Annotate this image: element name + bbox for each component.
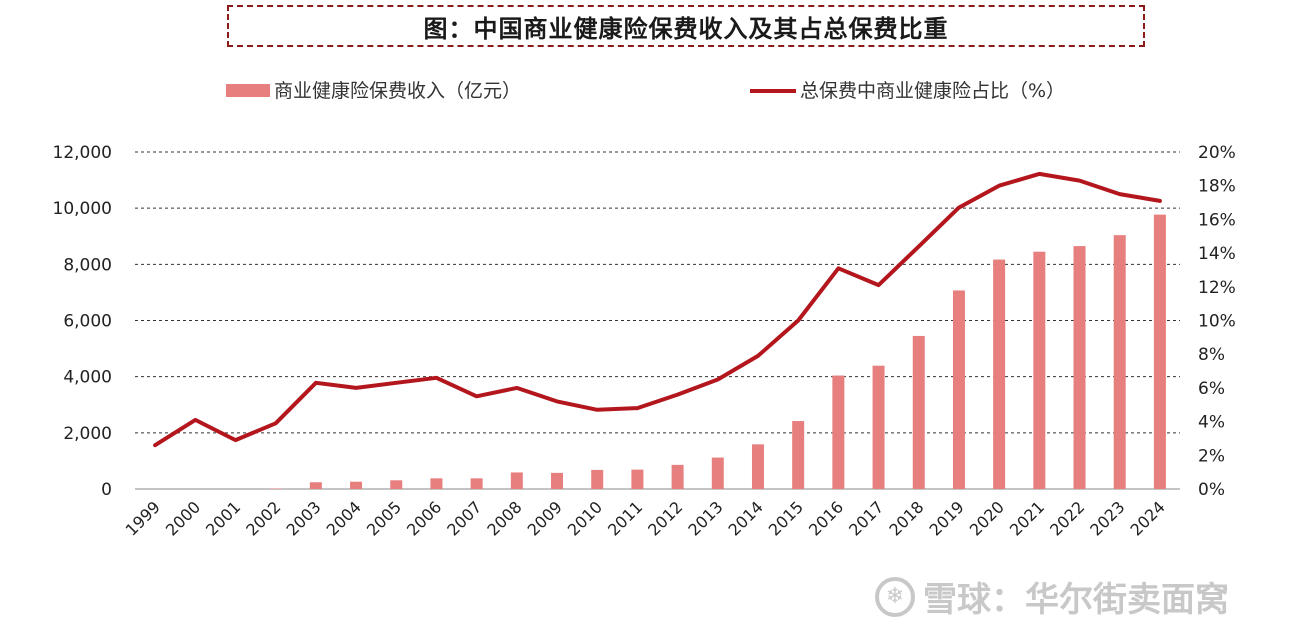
x-tick-label: 2020: [966, 497, 1008, 539]
bar-2017: [872, 365, 885, 489]
bar-2003: [309, 482, 322, 489]
x-tick-label: 2001: [202, 497, 244, 539]
x-tick-label: 2022: [1046, 497, 1088, 539]
y-right-tick-label: 16%: [1198, 210, 1236, 230]
y-right-tick-label: 10%: [1198, 312, 1236, 332]
bar-series: [269, 214, 1166, 489]
y-right-tick-label: 8%: [1198, 345, 1225, 365]
y-right-tick-label: 12%: [1198, 278, 1236, 298]
x-tick-label: 2008: [483, 497, 525, 539]
bar-2024: [1153, 214, 1166, 489]
x-axis: 1999200020012002200320042005200620072008…: [122, 497, 1169, 539]
y-left-tick-label: 4,000: [63, 368, 112, 388]
y-left-tick-label: 8,000: [63, 255, 112, 275]
bar-2005: [390, 480, 403, 489]
x-tick-label: 2015: [765, 497, 807, 539]
y-right-tick-label: 4%: [1198, 413, 1225, 433]
x-tick-label: 2011: [604, 497, 646, 539]
y-left-tick-label: 10,000: [53, 199, 112, 219]
y-right-tick-label: 2%: [1198, 446, 1225, 466]
x-tick-label: 2012: [644, 497, 686, 539]
bar-2014: [751, 444, 764, 489]
y-left-tick-label: 0: [101, 480, 112, 500]
bar-2011: [631, 469, 644, 489]
y-right-tick-label: 18%: [1198, 177, 1236, 197]
x-tick-label: 2002: [242, 497, 284, 539]
bar-2022: [1073, 246, 1086, 489]
x-tick-label: 2013: [684, 497, 726, 539]
x-tick-label: 2017: [845, 497, 887, 539]
bar-2012: [671, 464, 684, 489]
x-tick-label: 1999: [122, 497, 164, 539]
bar-2021: [1033, 251, 1046, 489]
legend-bar-label: 商业健康险保费收入（亿元）: [274, 80, 521, 102]
y-left-tick-label: 2,000: [63, 424, 112, 444]
bar-2009: [551, 472, 564, 489]
bar-2008: [510, 472, 523, 489]
bar-2018: [912, 335, 925, 489]
y-axis-left: 0 2,000 4,000 6,000 8,000 10,000 12,000: [53, 143, 112, 500]
x-tick-label: 2023: [1086, 497, 1128, 539]
x-tick-label: 2014: [725, 497, 767, 539]
bar-2013: [711, 457, 724, 489]
bar-2019: [952, 290, 965, 489]
x-tick-label: 2018: [885, 497, 927, 539]
legend-bar-swatch: [226, 84, 270, 97]
chart-title: 图：中国商业健康险保费收入及其占总保费比重: [423, 14, 949, 43]
bar-2007: [470, 478, 483, 489]
bar-2015: [792, 421, 805, 489]
y-right-tick-label: 0%: [1198, 480, 1225, 500]
bar-2002: [269, 488, 282, 489]
watermark: ❄ 雪球：华尔街卖面窝: [875, 572, 1229, 621]
line-series: [153, 171, 1162, 448]
x-tick-label: 2024: [1127, 497, 1169, 539]
grid-lines: [135, 151, 1180, 490]
x-tick-label: 2004: [323, 497, 365, 539]
x-tick-label: 2000: [162, 497, 204, 539]
x-tick-label: 2021: [1006, 497, 1048, 539]
bar-2020: [993, 259, 1006, 489]
chart-title-box: 图：中国商业健康险保费收入及其占总保费比重: [227, 5, 1145, 47]
ratio-line: [153, 171, 1162, 448]
legend: 商业健康险保费收入（亿元） 总保费中商业健康险占比（%）: [226, 80, 1065, 102]
x-tick-label: 2005: [363, 497, 405, 539]
bar-2010: [591, 469, 604, 489]
legend-line-label: 总保费中商业健康险占比（%）: [800, 80, 1065, 102]
x-tick-label: 2007: [443, 497, 485, 539]
watermark-text: 雪球：华尔街卖面窝: [923, 580, 1229, 620]
x-tick-label: 2003: [282, 497, 324, 539]
y-left-tick-label: 12,000: [53, 143, 112, 163]
bar-2006: [430, 478, 443, 489]
bar-2023: [1113, 235, 1126, 489]
bar-2004: [350, 481, 363, 489]
y-right-tick-label: 6%: [1198, 379, 1225, 399]
y-left-tick-label: 6,000: [63, 312, 112, 332]
x-tick-label: 2019: [926, 497, 968, 539]
bar-2016: [832, 375, 845, 489]
x-tick-label: 2010: [564, 497, 606, 539]
y-right-tick-label: 14%: [1198, 244, 1236, 264]
x-tick-label: 2016: [805, 497, 847, 539]
snowball-logo-icon: ❄: [875, 576, 915, 617]
x-tick-label: 2009: [524, 497, 566, 539]
y-right-tick-label: 20%: [1198, 143, 1236, 163]
y-axis-right: 0% 2% 4% 6% 8% 10% 12% 14% 16% 18% 20%: [1198, 143, 1236, 500]
x-tick-label: 2006: [403, 497, 445, 539]
